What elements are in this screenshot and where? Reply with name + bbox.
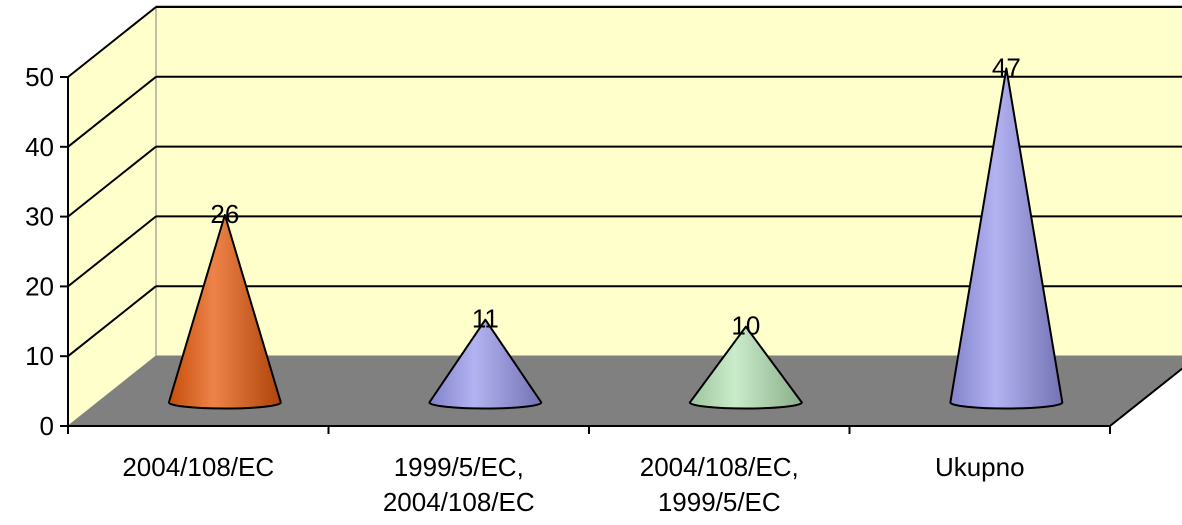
gridline-side — [67, 76, 157, 148]
data-label: 10 — [731, 311, 760, 341]
y-tick-label: 30 — [25, 202, 54, 232]
x-axis-depth — [1109, 367, 1182, 427]
floor-edge — [68, 356, 1182, 426]
category-label: 2004/108/EC, 1999/5/EC — [640, 452, 799, 517]
cones — [167, 67, 1064, 410]
cone-body — [428, 318, 543, 410]
cone-0 — [167, 214, 282, 410]
data-label: 47 — [992, 52, 1021, 82]
cone-1 — [428, 318, 543, 410]
data-label: 11 — [472, 304, 499, 334]
gridline-side — [67, 215, 157, 288]
data-labels: 26 11 10 47 — [210, 52, 1020, 340]
y-tick-label: 50 — [25, 62, 54, 92]
side-wall — [67, 5, 157, 428]
category-label: 1999/5/EC, 2004/108/EC — [383, 452, 535, 517]
category-labels: 2004/108/EC 1999/5/EC, 2004/108/EC 2004/108… — [122, 452, 1024, 517]
cone-body — [949, 67, 1064, 410]
axes — [60, 76, 1182, 434]
gridline-side — [67, 285, 157, 357]
y-tick-label: 40 — [25, 132, 54, 162]
cone-body — [167, 214, 282, 410]
y-tick-label: 10 — [25, 341, 54, 371]
category-label: 2004/108/EC — [122, 452, 274, 482]
cone-2 — [688, 325, 803, 410]
gridline-side — [67, 145, 157, 218]
y-tick-labels: 0 10 20 30 40 50 — [25, 62, 54, 441]
cone-3 — [949, 67, 1064, 410]
gridline-side — [67, 6, 157, 78]
y-tick-label: 0 — [40, 411, 54, 441]
category-label: Ukupno — [935, 452, 1025, 482]
cone-body — [688, 325, 803, 410]
data-label: 26 — [210, 199, 239, 229]
y-tick-label: 20 — [25, 271, 54, 301]
